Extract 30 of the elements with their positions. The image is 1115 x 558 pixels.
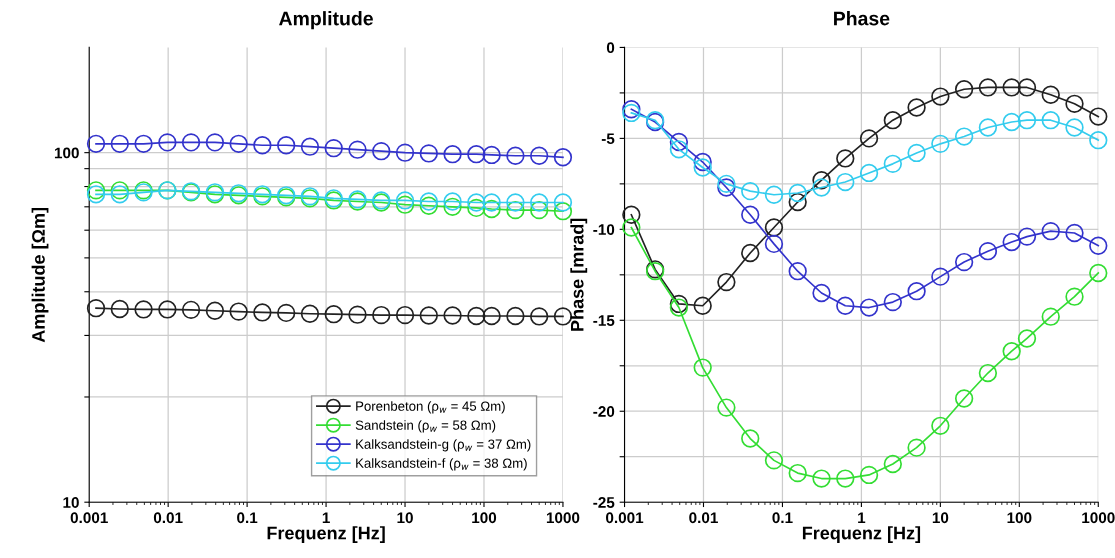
x-tick-label: 100	[472, 512, 497, 524]
y-tick-label: -15	[593, 315, 615, 326]
x-tick-label: 0.1	[237, 512, 258, 524]
chart-title: Phase	[834, 11, 890, 26]
x-tick-label: 0.001	[606, 512, 644, 524]
y-tick-label: 0	[606, 42, 615, 54]
x-tick-label: 0.001	[70, 512, 108, 524]
legend-label: Kalksandstein-g (ρ$_{w}$ = 37 Ωm)	[356, 439, 531, 452]
x-tick-label: 0.01	[689, 512, 718, 524]
x-tick-label: 1	[322, 512, 330, 523]
x-tick-label: 1000	[546, 512, 580, 524]
x-tick-label: 1000	[1082, 512, 1115, 524]
legend-label: Sandstein (ρ$_{w}$ = 58 Ωm)	[355, 420, 496, 433]
x-axis-title: Frequenz [Hz]	[802, 526, 921, 543]
x-tick-label: 1	[858, 512, 866, 523]
y-tick-label: -20	[593, 406, 615, 417]
legend-label: Kalksandstein-f (ρ$_{w}$ = 38 Ωm)	[356, 458, 527, 471]
x-tick-label: 0.01	[153, 512, 183, 524]
x-axis-title: Frequenz [Hz]	[267, 526, 385, 543]
chart-title: Amplitude	[279, 11, 373, 30]
x-tick-label: 100	[1007, 512, 1032, 524]
x-tick-label: 10	[932, 512, 949, 524]
y-tick-label: -5	[601, 133, 615, 145]
x-tick-label: 10	[397, 512, 413, 524]
y-tick-label: -25	[593, 497, 615, 508]
y-tick-label: -10	[593, 224, 615, 236]
y-axis-title: Phase [mrad]	[570, 218, 588, 331]
y-axis-title: Amplitude [Ωm]	[31, 207, 49, 343]
x-tick-label: 0.1	[772, 512, 793, 524]
legend-label: Porenbeton (ρ$_{w}$ = 45 Ωm)	[356, 401, 505, 414]
